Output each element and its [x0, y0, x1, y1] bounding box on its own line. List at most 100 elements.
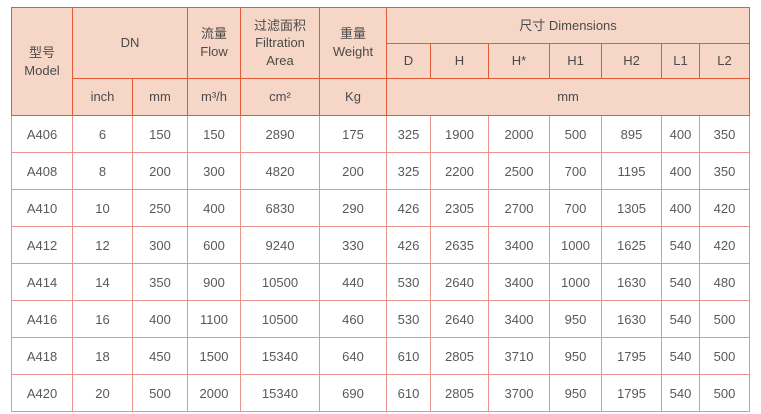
header-dim-h1: H1: [549, 43, 602, 79]
value-cell: 900: [187, 263, 241, 301]
value-cell: 10500: [240, 300, 320, 338]
unit-flow: m³/h: [187, 78, 241, 116]
value-cell: 530: [386, 263, 431, 301]
model-cell: A416: [11, 300, 73, 338]
value-cell: 426: [386, 189, 431, 227]
header-dimensions: 尺寸 Dimensions: [385, 7, 751, 44]
value-cell: 600: [187, 226, 241, 264]
header-flow: 流量 Flow: [187, 7, 241, 79]
value-cell: 2640: [430, 263, 489, 301]
value-cell: 2200: [430, 152, 489, 190]
unit-mm: mm: [132, 78, 188, 116]
value-cell: 330: [319, 226, 387, 264]
value-cell: 350: [698, 152, 751, 190]
value-cell: 2000: [488, 115, 550, 153]
value-cell: 1900: [430, 115, 489, 153]
value-cell: 200: [319, 152, 387, 190]
value-cell: 325: [386, 115, 431, 153]
value-cell: 175: [319, 115, 387, 153]
value-cell: 3710: [488, 337, 550, 375]
value-cell: 460: [319, 300, 387, 338]
value-cell: 3700: [488, 374, 550, 412]
header-dim-hstar: H*: [488, 43, 550, 79]
header-filtration-zh: 过滤面积: [253, 17, 306, 33]
value-cell: 2805: [430, 337, 489, 375]
value-cell: 2305: [430, 189, 489, 227]
value-cell: 250: [132, 189, 188, 227]
value-cell: 4820: [240, 152, 320, 190]
table-row: A418 18 450 1500 15340 640 610 2805 3710 950 1795 5…: [11, 337, 751, 375]
value-cell: 450: [132, 337, 188, 375]
header-filtration: 过滤面积 Filtration Area: [240, 7, 320, 79]
value-cell: 420: [698, 226, 751, 264]
header-model: 型号 Model: [11, 7, 73, 116]
model-cell: A406: [11, 115, 73, 153]
header-flow-zh: 流量: [200, 26, 227, 42]
header-dim-h: H: [430, 43, 489, 79]
value-cell: 950: [549, 374, 602, 412]
value-cell: 300: [132, 226, 188, 264]
value-cell: 400: [661, 189, 700, 227]
model-cell: A420: [11, 374, 73, 412]
value-cell: 16: [72, 300, 133, 338]
value-cell: 540: [661, 337, 700, 375]
unit-inch: inch: [72, 78, 133, 116]
value-cell: 12: [72, 226, 133, 264]
value-cell: 480: [698, 263, 751, 301]
header-weight-zh: 重量: [339, 26, 366, 42]
value-cell: 15340: [240, 337, 320, 375]
value-cell: 300: [187, 152, 241, 190]
unit-weight: Kg: [319, 78, 387, 116]
header-flow-en: Flow: [200, 44, 228, 59]
value-cell: 2000: [187, 374, 241, 412]
value-cell: 700: [549, 189, 602, 227]
value-cell: 540: [661, 263, 700, 301]
model-cell: A414: [11, 263, 73, 301]
table-body: A406 6 150 150 2890 175 325 1900 2000 500 895 400 35…: [11, 115, 751, 412]
header-dim-d: D: [386, 43, 431, 79]
header-model-zh: 型号: [28, 44, 55, 60]
value-cell: 3400: [488, 263, 550, 301]
value-cell: 440: [319, 263, 387, 301]
value-cell: 8: [72, 152, 133, 190]
value-cell: 1630: [601, 263, 662, 301]
model-cell: A408: [11, 152, 73, 190]
value-cell: 610: [386, 374, 431, 412]
value-cell: 350: [132, 263, 188, 301]
table-row: A406 6 150 150 2890 175 325 1900 2000 500 895 400 35…: [11, 115, 751, 153]
header-row-units: inch mm m³/h cm² Kg mm: [12, 78, 751, 116]
value-cell: 700: [549, 152, 602, 190]
table-row: A412 12 300 600 9240 330 426 2635 3400 1000 1625 54…: [11, 226, 751, 264]
value-cell: 2635: [430, 226, 489, 264]
header-weight-en: Weight: [332, 44, 374, 59]
header-dn: DN: [72, 7, 188, 79]
value-cell: 1100: [187, 300, 241, 338]
spec-table: 型号 Model DN 流量 Flow 过滤面积 Filtration Area…: [11, 7, 751, 412]
value-cell: 1305: [601, 189, 662, 227]
unit-dimensions: mm: [385, 78, 751, 116]
table-row: A416 16 400 1100 10500 460 530 2640 3400 950 1630 5…: [11, 300, 751, 338]
value-cell: 350: [698, 115, 751, 153]
value-cell: 950: [549, 337, 602, 375]
value-cell: 530: [386, 300, 431, 338]
value-cell: 1195: [601, 152, 662, 190]
value-cell: 1630: [601, 300, 662, 338]
value-cell: 290: [319, 189, 387, 227]
value-cell: 2500: [488, 152, 550, 190]
value-cell: 200: [132, 152, 188, 190]
value-cell: 3400: [488, 300, 550, 338]
value-cell: 400: [661, 115, 700, 153]
value-cell: 540: [661, 226, 700, 264]
value-cell: 2805: [430, 374, 489, 412]
value-cell: 1795: [601, 337, 662, 375]
model-cell: A412: [11, 226, 73, 264]
value-cell: 950: [549, 300, 602, 338]
value-cell: 9240: [240, 226, 320, 264]
value-cell: 426: [386, 226, 431, 264]
header-filtration-en: Filtration Area: [255, 35, 305, 68]
value-cell: 10: [72, 189, 133, 227]
value-cell: 640: [319, 337, 387, 375]
value-cell: 15340: [240, 374, 320, 412]
value-cell: 6: [72, 115, 133, 153]
value-cell: 3400: [488, 226, 550, 264]
